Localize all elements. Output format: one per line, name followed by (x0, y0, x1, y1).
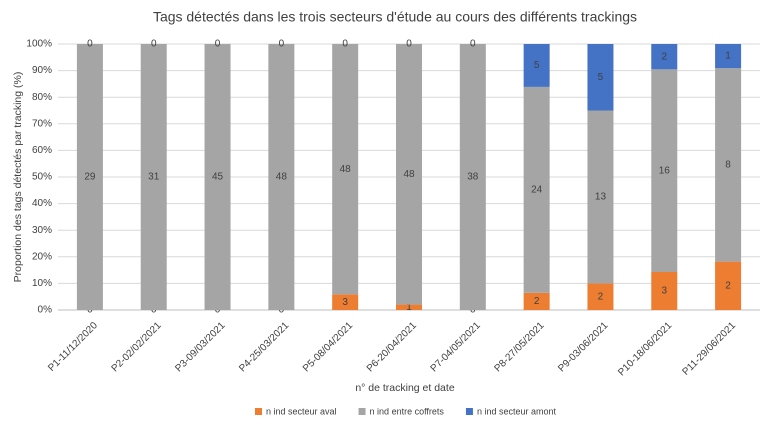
data-label: 0 (87, 39, 93, 50)
data-label: 0 (215, 305, 221, 316)
data-label: 24 (531, 185, 543, 196)
data-label: 5 (534, 60, 540, 71)
bar-segment (651, 272, 678, 310)
data-label: 16 (659, 165, 671, 176)
legend-swatch (358, 408, 366, 415)
y-tick-label: 50% (32, 172, 52, 183)
chart-title: Tags détectés dans les trois secteurs d'… (153, 9, 637, 25)
x-tick-label: P1-11/12/2020 (46, 320, 100, 374)
bar-segment (587, 283, 614, 310)
x-tick-label: P9-03/06/2021 (556, 320, 610, 374)
data-label: 0 (151, 305, 157, 316)
legend-label: n ind entre coffrets (370, 406, 445, 416)
data-label: 48 (340, 164, 352, 175)
data-label: 0 (470, 39, 476, 50)
y-tick-label: 30% (32, 225, 52, 236)
y-tick-label: 0% (38, 305, 53, 316)
x-tick-label: P11-29/06/2021 (680, 320, 738, 378)
x-tick-label: P3-09/03/2021 (173, 320, 227, 374)
y-tick-label: 90% (32, 65, 52, 76)
bar-segment (587, 44, 614, 111)
bar-segment (715, 44, 742, 69)
legend-label: n ind secteur aval (266, 406, 337, 416)
bar-segment (140, 44, 167, 310)
legend-label: n ind secteur amont (477, 406, 557, 416)
data-label: 0 (279, 39, 285, 50)
bar-segment (523, 86, 550, 293)
data-label: 1 (725, 51, 731, 62)
x-tick-label: P6-20/04/2021 (365, 320, 419, 374)
data-label: 0 (87, 305, 93, 316)
bar-segment (204, 44, 231, 310)
data-label: 0 (279, 305, 285, 316)
data-label: 0 (215, 39, 221, 50)
data-label: 1 (406, 302, 412, 313)
data-label: 48 (403, 169, 415, 180)
data-label: 3 (661, 286, 667, 297)
y-tick-label: 20% (32, 251, 52, 262)
data-label: 13 (595, 192, 607, 203)
data-label: 2 (598, 291, 604, 302)
bar-segment (76, 44, 103, 310)
bar-segment (651, 44, 678, 70)
data-label: 0 (342, 39, 348, 50)
data-label: 2 (725, 280, 731, 291)
data-label: 0 (470, 305, 476, 316)
x-tick-label: P10-18/06/2021 (616, 320, 674, 378)
x-tick-label: P4-25/03/2021 (237, 320, 291, 374)
data-label: 8 (725, 160, 731, 171)
data-label: 2 (661, 51, 667, 62)
x-tick-label: P8-27/05/2021 (492, 320, 546, 374)
bar-segment (715, 261, 742, 310)
bar-segment (715, 68, 742, 262)
y-tick-label: 70% (32, 118, 52, 129)
y-tick-label: 80% (32, 92, 52, 103)
bar-segment (651, 69, 678, 272)
data-label: 45 (212, 172, 224, 183)
data-label: 2 (534, 296, 540, 307)
x-tick-label: P2-02/02/2021 (110, 320, 164, 374)
y-tick-label: 40% (32, 198, 52, 209)
data-label: 38 (467, 172, 479, 183)
y-tick-label: 100% (26, 39, 52, 50)
y-axis-label: Proportion des tags détectés par trackin… (12, 72, 24, 283)
x-axis-label: n° de tracking et date (355, 382, 455, 394)
data-label: 3 (342, 297, 348, 308)
bar-segment (396, 44, 422, 305)
bar-segment (523, 292, 550, 310)
bar-segment (459, 44, 486, 310)
x-tick-label: P5-08/04/2021 (301, 320, 355, 374)
data-label: 29 (84, 172, 96, 183)
data-label: 31 (148, 172, 160, 183)
bar-segment (332, 44, 359, 295)
y-tick-label: 60% (32, 145, 52, 156)
bar-segment (523, 44, 550, 87)
y-tick-label: 10% (32, 278, 52, 289)
data-label: 48 (276, 172, 288, 183)
data-label: 5 (598, 72, 604, 83)
bar-segment (332, 294, 359, 310)
bar-segment (396, 304, 422, 310)
x-tick-label: P7-04/05/2021 (429, 320, 483, 374)
data-label: 0 (151, 39, 157, 50)
legend-swatch (465, 408, 473, 415)
bar-segment (268, 44, 295, 310)
data-label: 0 (406, 39, 412, 50)
legend-swatch (255, 408, 262, 415)
bar-segment (587, 110, 614, 284)
